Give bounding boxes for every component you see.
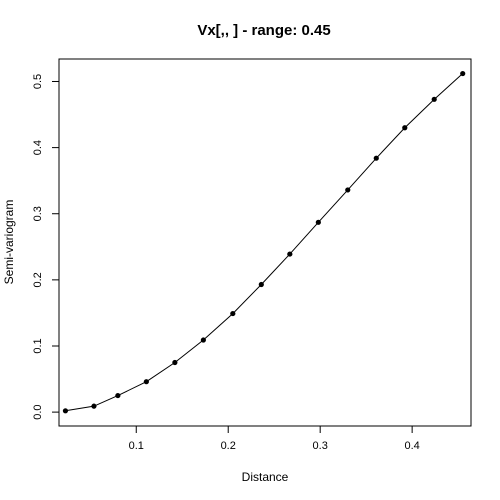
- data-point: [431, 96, 437, 102]
- y-tick-label: 0.3: [32, 206, 44, 221]
- y-tick-label: 0.5: [32, 74, 44, 89]
- data-point: [315, 219, 321, 225]
- x-tick-label: 0.1: [129, 440, 144, 452]
- chart-title: Vx[,, ] - range: 0.45: [197, 22, 330, 39]
- data-point: [402, 125, 408, 131]
- data-point: [62, 408, 69, 414]
- y-tick-label: 0.0: [32, 404, 44, 419]
- data-point: [172, 359, 178, 366]
- y-axis: 0.0 0.1 0.2 0.3 0.4 0.5: [32, 74, 59, 420]
- y-tick-label: 0.4: [32, 140, 44, 155]
- data-point: [200, 337, 206, 343]
- x-tick-label: 0.4: [404, 440, 419, 452]
- series-points: [62, 70, 466, 414]
- data-point: [460, 70, 466, 77]
- x-tick-label: 0.3: [313, 440, 328, 452]
- x-axis-label: Distance: [242, 470, 289, 484]
- data-point: [91, 403, 97, 409]
- data-point: [373, 155, 379, 161]
- data-point: [143, 379, 149, 385]
- data-point: [115, 392, 121, 399]
- y-tick-label: 0.1: [32, 338, 44, 353]
- data-point: [230, 310, 236, 317]
- y-tick-label: 0.2: [32, 272, 44, 287]
- data-point: [287, 251, 293, 257]
- series-line: [65, 73, 464, 412]
- data-point: [345, 187, 351, 193]
- data-point: [258, 281, 264, 288]
- x-axis: 0.1 0.2 0.3 0.4: [129, 426, 420, 452]
- y-axis-label: Semi-variogram: [2, 200, 16, 285]
- x-tick-label: 0.2: [221, 440, 236, 452]
- plot-frame: [58, 58, 472, 427]
